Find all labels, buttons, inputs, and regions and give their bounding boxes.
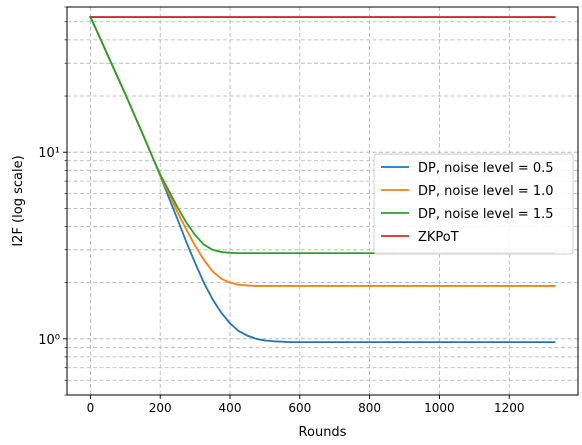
x-axis-label: Rounds xyxy=(299,425,347,440)
y-axis-label: I2F (log scale) xyxy=(11,155,26,246)
x-axis-ticks: 0 200 400 600 800 1000 1200 xyxy=(87,395,525,415)
x-tick-label: 600 xyxy=(288,401,311,415)
legend-label: DP, noise level = 1.5 xyxy=(418,207,554,222)
y-tick-label: 10¹ xyxy=(38,146,60,161)
x-tick-label: 200 xyxy=(149,401,172,415)
legend-box xyxy=(373,153,574,255)
x-tick-label: 400 xyxy=(219,401,242,415)
legend-label: DP, noise level = 0.5 xyxy=(418,161,554,176)
y-axis-ticks: 10⁰ 10¹ xyxy=(38,6,67,396)
x-tick-label: 800 xyxy=(358,401,381,415)
legend: DP, noise level = 0.5 DP, noise level = 1… xyxy=(373,153,574,255)
x-tick-label: 1000 xyxy=(424,401,455,415)
legend-label: ZKPoT xyxy=(418,230,459,245)
y-tick-label: 10⁰ xyxy=(38,333,60,348)
x-tick-label: 1200 xyxy=(494,401,525,415)
x-tick-label: 0 xyxy=(87,401,95,415)
plot-frame xyxy=(66,6,579,396)
legend-label: DP, noise level = 1.0 xyxy=(418,184,554,199)
